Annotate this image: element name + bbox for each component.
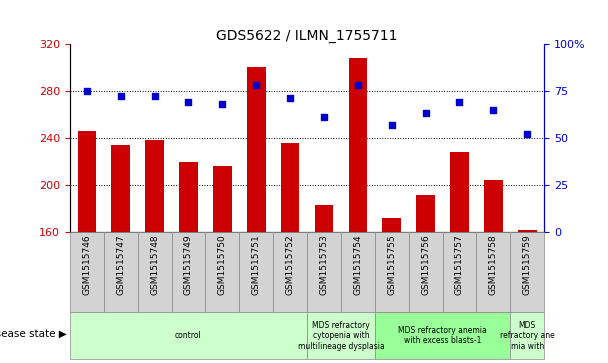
Text: GSM1515751: GSM1515751 [252,235,261,295]
Bar [518,230,536,232]
Bar [137,232,171,312]
Point [488,107,498,113]
Title: GDS5622 / ILMN_1755711: GDS5622 / ILMN_1755711 [216,29,398,42]
Bar [171,232,206,312]
Bar [484,180,503,232]
Bar [307,232,341,312]
Bar [111,145,130,232]
Bar [104,232,137,312]
Point [82,88,92,94]
Bar [341,232,375,312]
Bar [281,143,299,232]
Bar [70,232,104,312]
Point [522,131,532,137]
Point [455,99,465,105]
Bar [443,232,477,312]
Bar [247,67,266,232]
Text: GSM1515749: GSM1515749 [184,235,193,295]
Bar [315,205,333,232]
Bar [213,166,232,232]
Bar [206,232,240,312]
Bar [409,232,443,312]
Point [251,82,261,88]
Bar [179,162,198,232]
Bar [78,131,96,232]
Text: GSM1515755: GSM1515755 [387,235,396,295]
Point [184,99,193,105]
Text: disease state ▶: disease state ▶ [0,329,67,338]
Bar [273,232,307,312]
Text: GSM1515754: GSM1515754 [353,235,362,295]
Bar [348,58,367,232]
Bar [145,140,164,232]
Text: GSM1515752: GSM1515752 [286,235,295,295]
Bar [382,218,401,232]
Bar [510,312,544,359]
Bar [70,312,307,359]
Text: MDS refractory anemia
with excess blasts-1: MDS refractory anemia with excess blasts… [398,326,487,346]
Point [150,94,159,99]
Text: GSM1515748: GSM1515748 [150,235,159,295]
Text: GSM1515750: GSM1515750 [218,235,227,295]
Point [285,95,295,101]
Point [387,122,396,128]
Point [218,101,227,107]
Bar [375,312,510,359]
Text: GSM1515746: GSM1515746 [82,235,91,295]
Point [319,114,329,120]
Bar [450,152,469,232]
Bar [375,232,409,312]
Text: GSM1515759: GSM1515759 [523,235,532,295]
Text: GSM1515747: GSM1515747 [116,235,125,295]
Text: GSM1515757: GSM1515757 [455,235,464,295]
Point [421,110,430,116]
Bar [307,312,375,359]
Point [353,82,363,88]
Bar [240,232,273,312]
Bar [416,195,435,232]
Point [116,94,126,99]
Text: control: control [175,331,202,340]
Text: GSM1515756: GSM1515756 [421,235,430,295]
Text: GSM1515758: GSM1515758 [489,235,498,295]
Text: MDS refractory
cytopenia with
multilineage dysplasia: MDS refractory cytopenia with multilinea… [297,321,384,351]
Bar [477,232,510,312]
Bar [510,232,544,312]
Text: GSM1515753: GSM1515753 [319,235,328,295]
Text: MDS
refractory ane
mia with: MDS refractory ane mia with [500,321,554,351]
